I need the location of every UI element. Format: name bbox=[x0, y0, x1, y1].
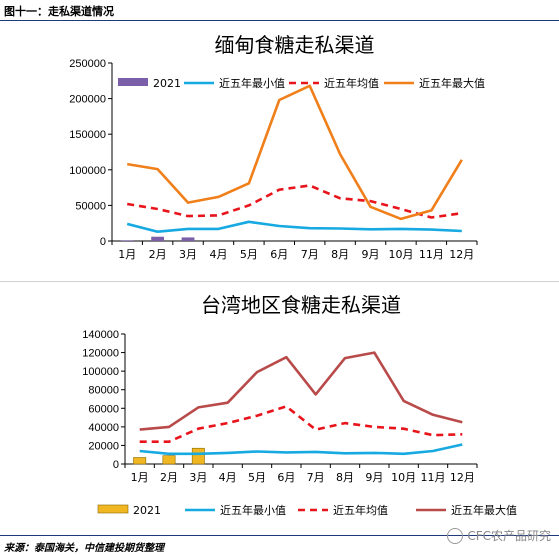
series-line-近五年最小值 bbox=[139, 443, 463, 456]
y-tick-label: 40000 bbox=[88, 422, 119, 434]
x-tick-label: 9月 bbox=[362, 248, 380, 261]
source-note: 来源：泰国海关，中信建投期货整理 bbox=[4, 543, 164, 554]
watermark-text: CFC农产品研究 bbox=[467, 529, 551, 543]
legend-label: 近五年最大值 bbox=[451, 503, 517, 517]
panel-separator bbox=[0, 281, 559, 282]
legend-label: 近五年均值 bbox=[333, 503, 388, 517]
x-tick-label: 11月 bbox=[421, 471, 446, 484]
y-tick-label: 120000 bbox=[82, 348, 119, 360]
x-tick-label: 6月 bbox=[270, 248, 288, 261]
x-tick-label: 7月 bbox=[307, 471, 325, 484]
y-tick-label: 80000 bbox=[88, 385, 119, 397]
x-tick-label: 10月 bbox=[391, 471, 416, 484]
legend-label: 近五年最大值 bbox=[419, 76, 485, 90]
x-tick-label: 1月 bbox=[118, 248, 136, 261]
legend-label: 2021 bbox=[153, 77, 181, 90]
x-tick-label: 3月 bbox=[189, 471, 207, 484]
legend-label: 近五年最小值 bbox=[220, 503, 286, 517]
y-tick-label: 150000 bbox=[69, 129, 106, 141]
chart-title: 台湾地区食糖走私渠道 bbox=[201, 293, 401, 317]
bar-2021 bbox=[191, 447, 205, 465]
y-tick-label: 100000 bbox=[69, 165, 106, 177]
series-line-近五年最大值 bbox=[126, 84, 463, 221]
x-tick-label: 12月 bbox=[450, 471, 475, 484]
wechat-icon bbox=[447, 527, 464, 544]
chart-myanmar: 缅甸食糖走私渠道 0 50000 100000 150000 200000 250000 1月… bbox=[69, 33, 485, 261]
legend-label: 近五年均值 bbox=[324, 76, 379, 90]
bar-2021 bbox=[120, 240, 134, 241]
bar-2021 bbox=[151, 236, 165, 241]
chart-taiwan: 台湾地区食糖走私渠道 0 20000 40000 60000 80000 100000 120… bbox=[82, 293, 517, 517]
x-tick-label: 11月 bbox=[419, 248, 444, 261]
legend-label: 2021 bbox=[133, 504, 161, 517]
x-tick-label: 1月 bbox=[131, 471, 149, 484]
x-tick-label: 5月 bbox=[248, 471, 266, 484]
x-tick-label: 10月 bbox=[388, 248, 413, 261]
y-tick-label: 0 bbox=[100, 236, 106, 248]
top-rule bbox=[0, 20, 559, 21]
bottom-rule bbox=[0, 535, 559, 536]
x-tick-label: 4月 bbox=[219, 471, 237, 484]
legend-swatch bbox=[97, 504, 129, 514]
x-tick-label: 12月 bbox=[449, 248, 474, 261]
y-tick-label: 200000 bbox=[69, 94, 106, 106]
watermark: CFC农产品研究 bbox=[447, 527, 551, 544]
series-line-近五年最小值 bbox=[126, 220, 462, 233]
x-tick-label: 8月 bbox=[331, 248, 349, 261]
y-tick-label: 140000 bbox=[82, 329, 119, 341]
series-line-近五年均值 bbox=[126, 184, 462, 219]
x-tick-label: 5月 bbox=[240, 248, 258, 261]
x-tick-label: 4月 bbox=[209, 248, 227, 261]
y-tick-label: 20000 bbox=[88, 440, 119, 452]
x-tick-label: 6月 bbox=[277, 471, 295, 484]
y-tick-label: 100000 bbox=[82, 366, 119, 378]
x-tick-label: 2月 bbox=[160, 471, 178, 484]
chart-title: 缅甸食糖走私渠道 bbox=[215, 33, 375, 57]
bar-2021 bbox=[133, 457, 147, 465]
series-line-近五年最大值 bbox=[139, 351, 463, 431]
bar-2021 bbox=[162, 455, 176, 465]
y-tick-label: 250000 bbox=[69, 58, 106, 70]
x-tick-label: 3月 bbox=[179, 248, 197, 261]
y-tick-label: 60000 bbox=[88, 403, 119, 415]
y-tick-label: 0 bbox=[113, 459, 119, 471]
legend-label: 近五年最小值 bbox=[219, 76, 285, 90]
figure-title: 图十一：走私渠道情况 bbox=[4, 5, 114, 18]
bar-2021 bbox=[181, 237, 195, 241]
x-tick-label: 8月 bbox=[336, 471, 354, 484]
x-tick-label: 9月 bbox=[365, 471, 383, 484]
x-tick-label: 2月 bbox=[149, 248, 167, 261]
legend-swatch bbox=[118, 78, 148, 86]
y-tick-label: 50000 bbox=[75, 200, 106, 212]
series-line-近五年均值 bbox=[139, 405, 463, 443]
x-tick-label: 7月 bbox=[301, 248, 319, 261]
